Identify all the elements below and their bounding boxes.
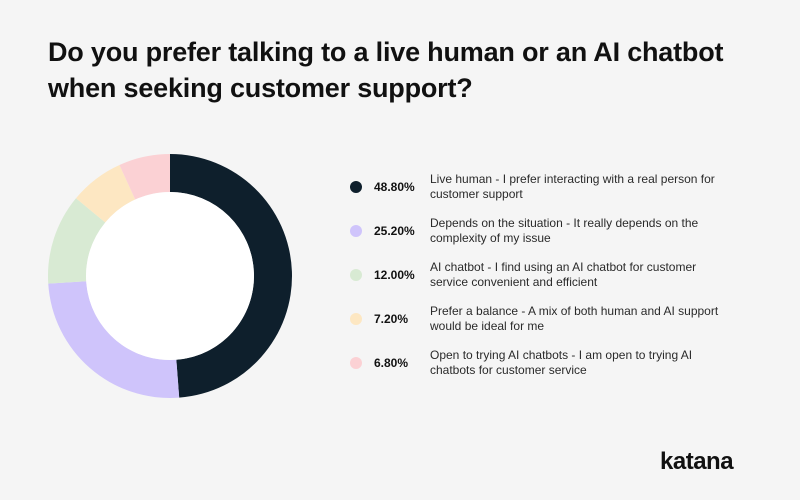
legend-label: Depends on the situation - It really dep… xyxy=(430,216,699,245)
legend-percent: 25.20% xyxy=(374,224,415,238)
legend-swatch xyxy=(350,313,362,325)
legend-percent: 7.20% xyxy=(374,312,409,326)
donut-chart xyxy=(48,154,292,398)
legend-swatch xyxy=(350,357,362,369)
legend-label: Prefer a balance - A mix of both human a… xyxy=(430,304,719,333)
donut-slice xyxy=(75,164,136,223)
legend-label: Open to trying AI chatbots - I am open t… xyxy=(430,348,693,377)
legend: 48.80% Live human - I prefer interacting… xyxy=(350,172,770,392)
legend-swatch xyxy=(350,225,362,237)
legend-item: 7.20% Prefer a balance - A mix of both h… xyxy=(350,304,770,335)
donut-slice xyxy=(170,154,292,398)
legend-item: 12.00% AI chatbot - I find using an AI c… xyxy=(350,260,770,291)
legend-label: AI chatbot - I find using an AI chatbot … xyxy=(430,260,697,289)
donut-hole xyxy=(86,192,254,360)
donut-slice xyxy=(48,281,180,398)
legend-swatch xyxy=(350,269,362,281)
legend-swatch xyxy=(350,181,362,193)
legend-percent: 48.80% xyxy=(374,180,415,194)
katana-logo: katana xyxy=(660,448,734,475)
legend-percent: 6.80% xyxy=(374,356,409,370)
legend-label: Live human - I prefer interacting with a… xyxy=(430,172,715,201)
legend-item: 6.80% Open to trying AI chatbots - I am … xyxy=(350,348,770,379)
legend-item: 48.80% Live human - I prefer interacting… xyxy=(350,172,770,203)
legend-item: 25.20% Depends on the situation - It rea… xyxy=(350,216,770,247)
donut-slice xyxy=(119,154,170,200)
donut-slice xyxy=(48,198,106,284)
legend-percent: 12.00% xyxy=(374,268,415,282)
chart-title: Do you prefer talking to a live human or… xyxy=(48,37,724,103)
